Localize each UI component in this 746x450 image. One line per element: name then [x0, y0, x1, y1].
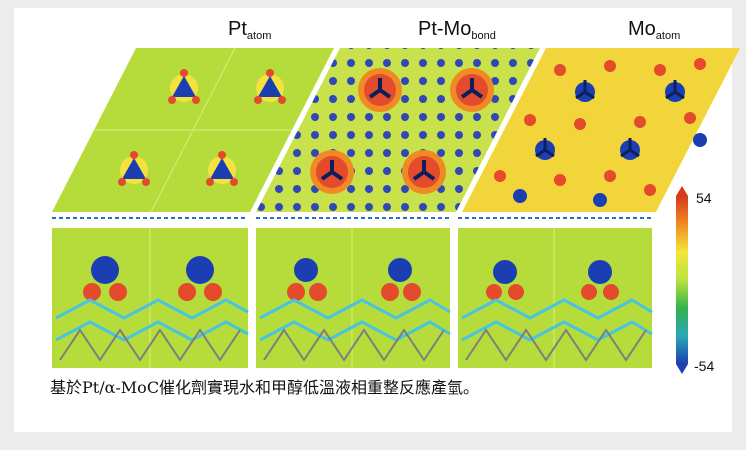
panel-header-pt-atom: Ptatom: [228, 18, 272, 42]
pt-atom-site: [118, 151, 150, 186]
map-mo-atom-side: [458, 228, 653, 368]
figure-caption: 基於Pt/α-MoC催化劑實現水和甲醇低溫液相重整反應產氫。: [50, 378, 480, 397]
map-mo-atom-top: [462, 48, 740, 212]
map-pt-atom-side: [52, 228, 249, 368]
map-pt-mo-bond-top: [256, 48, 540, 212]
colorbar-min-label: -54: [694, 358, 715, 374]
map-pt-mo-bond-side: [256, 228, 451, 368]
pt-atom-site: [206, 151, 238, 186]
pt-mo-bond-site: [402, 150, 446, 194]
panel-header-mo-atom: Moatom: [628, 18, 681, 42]
pt-mo-bond-site: [310, 150, 354, 194]
colorbar: [676, 186, 688, 374]
pt-atom-site: [254, 69, 286, 104]
map-pt-atom-top: [52, 47, 334, 213]
pt-atom-site: [168, 69, 200, 104]
pt-mo-bond-site: [450, 68, 494, 112]
colorbar-max-label: 54: [696, 190, 712, 206]
pt-mo-bond-site: [358, 68, 402, 112]
panel-header-pt-mo-bond: Pt-Mobond: [418, 18, 496, 42]
